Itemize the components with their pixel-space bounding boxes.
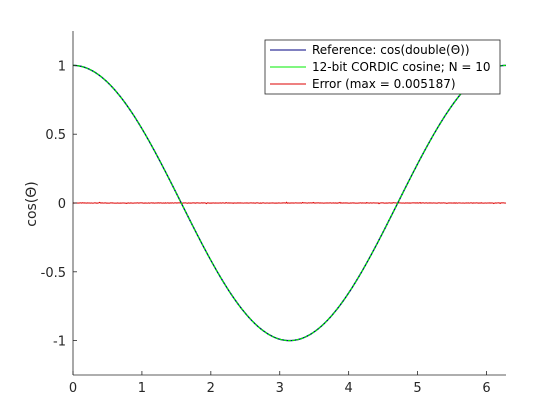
x-tick-label: 5	[413, 381, 421, 396]
x-tick-label: 4	[345, 381, 353, 396]
y-tick-label: -1	[53, 335, 66, 350]
y-tick-label: -0.5	[41, 266, 66, 281]
x-tick-label: 3	[276, 381, 284, 396]
x-tick-label: 2	[207, 381, 215, 396]
y-tick-label: 0.5	[45, 128, 66, 143]
legend-label-error: Error (max = 0.005187)	[312, 77, 456, 91]
cordic-series-line	[72, 64, 507, 342]
legend: Reference: cos(double(Θ)) 12-bit CORDIC …	[264, 39, 501, 95]
plot-area	[72, 64, 507, 342]
legend-label-reference: Reference: cos(double(Θ))	[312, 43, 470, 57]
x-tick-label: 6	[482, 381, 490, 396]
x-tick-label: 0	[69, 381, 77, 396]
axes: 0 1 2 3 4 5 6 -1 -0.5 0 0.5 1	[41, 31, 506, 396]
legend-label-cordic: 12-bit CORDIC cosine; N = 10	[312, 60, 491, 74]
y-axis-label: cos(Θ)	[24, 181, 40, 227]
y-tick-label: 1	[58, 59, 66, 74]
error-series-line	[72, 201, 507, 205]
y-tick-label: 0	[58, 197, 66, 212]
x-tick-label: 1	[138, 381, 146, 396]
